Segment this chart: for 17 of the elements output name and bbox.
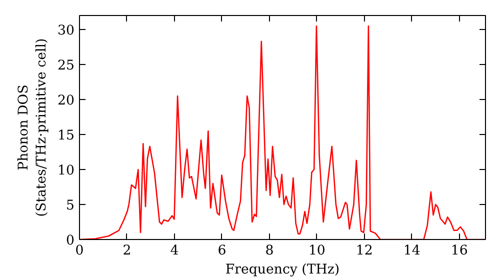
x-tick-label: 10 (308, 244, 326, 258)
x-tick-label: 12 (356, 244, 373, 258)
x-axis-title: Frequency (THz) (225, 262, 340, 278)
y-tick-label: 5 (66, 198, 75, 214)
x-tick-label: 16 (450, 244, 468, 258)
y-tick-label: 0 (66, 234, 75, 248)
x-tick-label: 8 (265, 244, 274, 258)
x-tick-label: 14 (403, 244, 420, 258)
x-tick-label: 2 (122, 244, 132, 258)
y-tick-label: 10 (58, 164, 75, 178)
y-axis-title: Phonon DOS (States/THz·primitive cell) (16, 38, 50, 217)
x-tick-label: 6 (218, 244, 226, 258)
y-tick-label: 20 (58, 94, 75, 108)
y-tick-label: 15 (58, 128, 75, 144)
y-tick-label: 25 (58, 58, 75, 74)
x-tick-label: 4 (170, 244, 179, 258)
y-tick-label: 30 (58, 24, 75, 38)
